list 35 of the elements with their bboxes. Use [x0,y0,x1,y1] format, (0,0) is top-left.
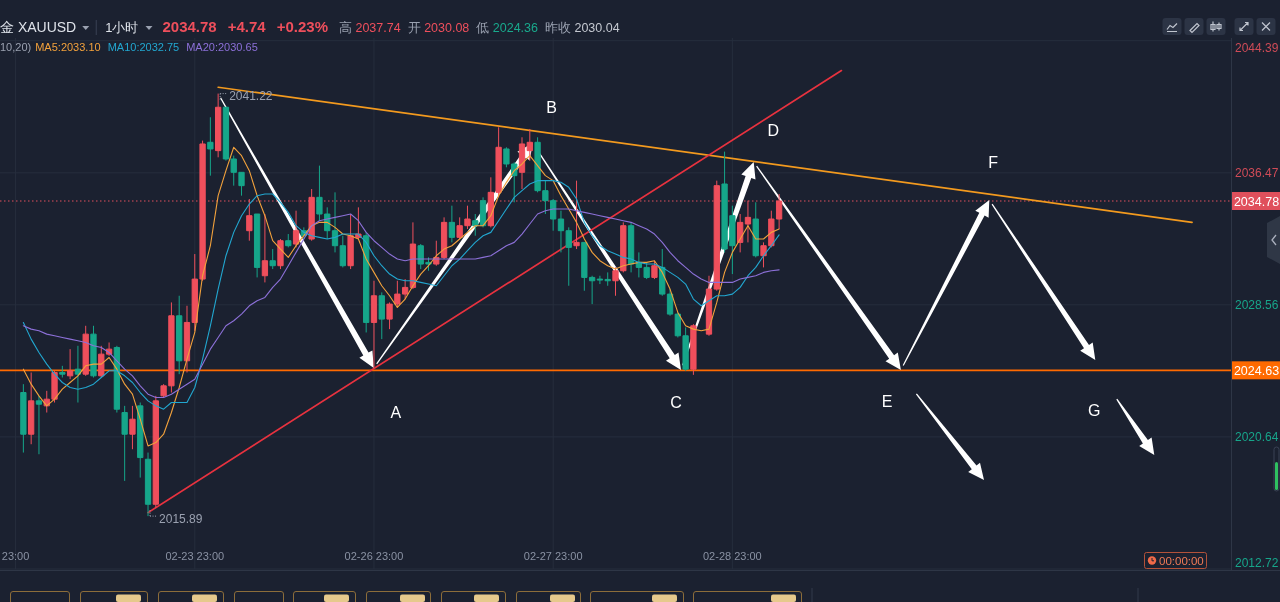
text: MA10:2032.75 [107,41,180,53]
annotation: D [767,122,780,139]
ref-line-label: 2024.63 [1233,363,1280,378]
annotation: A [390,404,402,421]
annotation: B [546,99,557,116]
text: 高 2037.74 [338,20,401,35]
y-tick-label: 2028.56 [1235,298,1279,313]
text: +0.23% [276,18,328,35]
x-tick-label: 23:00 [1,550,30,562]
legend-title: 10,20) [0,41,32,53]
annotation: G [1088,402,1101,419]
ref-line-label: 2034.78 [1233,194,1280,209]
y-tick-label: 2020.64 [1235,430,1279,445]
annotation: F [988,154,999,171]
y-tick-label: 2012.72 [1235,555,1279,570]
annotation: 2015.89 [159,511,203,526]
x-tick-label: 02-28 23:00 [703,550,762,562]
y-tick-label: 2036.47 [1235,166,1279,181]
x-tick-label: 02-23 23:00 [165,550,225,562]
annotation: 00:00:00 [1159,554,1204,567]
text: MA20:2030.65 [186,41,258,53]
text: MA5:2033.10 [35,41,101,53]
annotation: 2041.22 [229,89,273,104]
annotation: E [881,393,893,410]
text: 2034.78 [162,18,217,35]
text: 低 2024.36 [476,21,539,35]
chart-title: 金 XAUUSD [0,19,77,35]
annotation: C [670,394,682,411]
y-tick-label: 2044.39 [1235,41,1279,56]
chart-subtitle: 1小时 [105,20,139,35]
text: 开 2030.08 [407,21,470,35]
x-tick-label: 02-27 23:00 [523,550,583,562]
text: 昨收 2030.04 [544,21,620,35]
x-tick-label: 02-26 23:00 [344,550,404,562]
text: +4.74 [227,18,267,35]
